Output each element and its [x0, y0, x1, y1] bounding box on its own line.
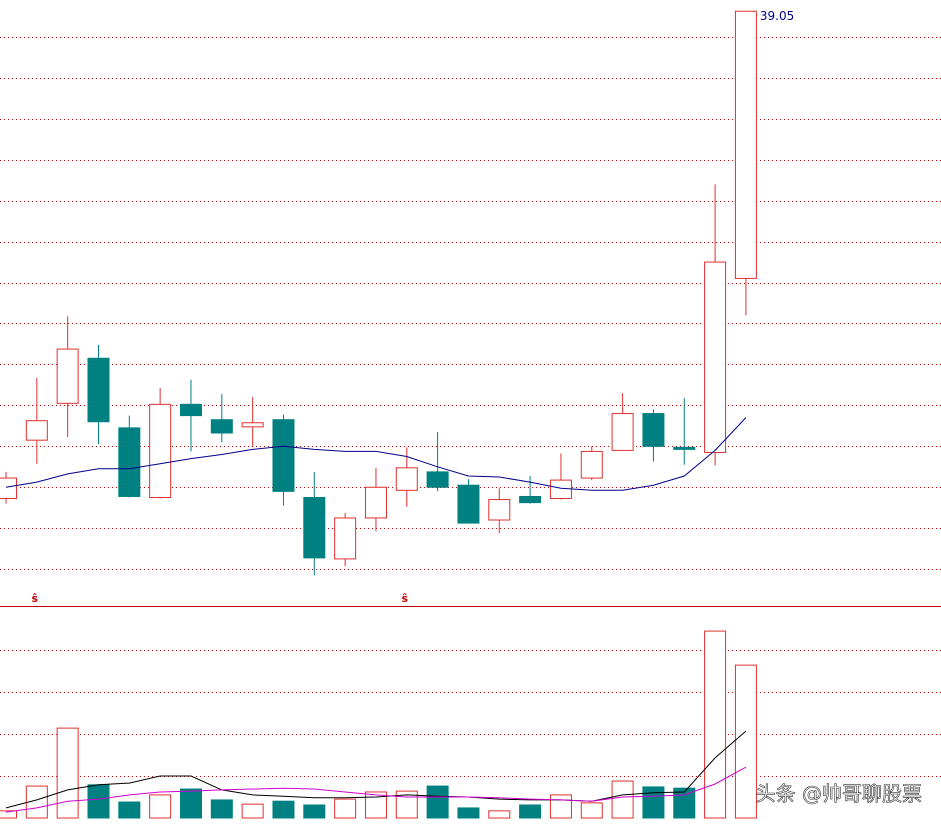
volume-bar: [25, 785, 48, 819]
candle-body: [179, 403, 202, 417]
volume-bar: [272, 800, 295, 819]
volume-bar: [426, 785, 449, 819]
candle-body: [580, 450, 603, 479]
candle-body: [303, 496, 326, 559]
volume-bar: [673, 787, 696, 819]
candle-body: [272, 419, 295, 492]
ma-line: [5, 417, 747, 491]
volume-bar: [56, 727, 79, 819]
candle-body: [611, 413, 634, 451]
candle-body: [642, 413, 665, 447]
signal-mark: ŝ: [402, 592, 409, 605]
candle-body: [87, 357, 110, 423]
candle-body: [704, 261, 727, 453]
volume-bar: [118, 801, 141, 819]
volume-bar: [334, 798, 357, 819]
candle-body: [364, 486, 387, 519]
candle-body: [118, 427, 141, 497]
ma-line: [5, 730, 747, 809]
volume-bar: [519, 804, 542, 819]
signal-mark: ŝ: [32, 592, 39, 605]
candle-body: [395, 467, 418, 491]
candle-body: [149, 403, 172, 498]
volume-bar: [457, 807, 480, 819]
candle-body: [519, 495, 542, 504]
volume-bar: [303, 804, 326, 819]
volume-bar: [704, 630, 727, 819]
candle-body: [210, 419, 233, 434]
volume-bar: [0, 810, 17, 819]
candle-body: [673, 446, 696, 450]
volume-bar: [580, 802, 603, 819]
candle-body: [488, 499, 511, 521]
candle-body: [334, 517, 357, 560]
volume-bar: [210, 799, 233, 819]
candle-body: [25, 420, 48, 441]
high-label: 39.05: [760, 9, 794, 23]
candle-body: [241, 422, 264, 428]
volume-bar: [642, 786, 665, 819]
watermark: 头条 @帅哥聊股票: [756, 782, 922, 806]
candle-body: [734, 10, 757, 279]
candle-body: [0, 477, 17, 500]
volume-bar: [611, 780, 634, 819]
volume-bar: [87, 784, 110, 819]
volume-bar: [734, 664, 757, 819]
volume-bar: [149, 794, 172, 819]
ma-line: [5, 766, 747, 813]
volume-bar: [395, 790, 418, 819]
volume-bar: [488, 810, 511, 819]
volume-bar: [241, 803, 264, 819]
candle-body: [549, 479, 572, 500]
volume-bar: [364, 791, 387, 819]
candle-body: [56, 348, 79, 404]
candle-body: [457, 484, 480, 524]
candle-body: [426, 471, 449, 488]
volume-bar: [549, 794, 572, 819]
volume-bar: [179, 788, 202, 819]
